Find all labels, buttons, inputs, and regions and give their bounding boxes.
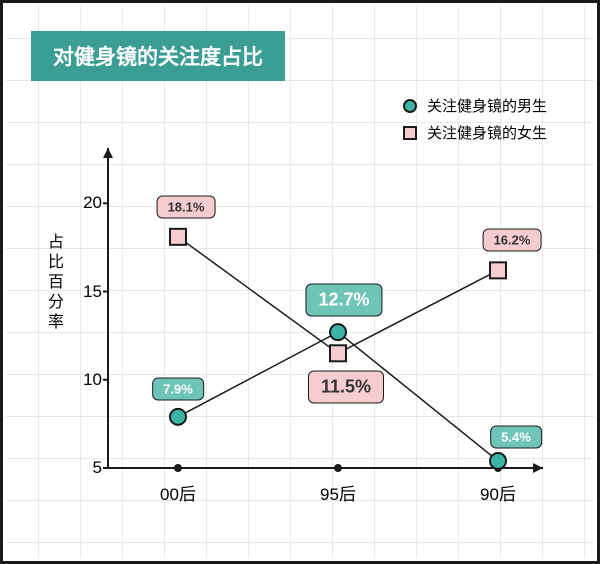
x-tick: 90后 bbox=[480, 480, 516, 505]
data-label: 16.2% bbox=[483, 229, 542, 252]
y-tick: 20 bbox=[78, 193, 102, 213]
data-label: 18.1% bbox=[157, 195, 216, 218]
y-tick: 15 bbox=[78, 282, 102, 302]
chart-title: 对健身镜的关注度占比 bbox=[31, 31, 285, 81]
legend-item-male: 关注健身镜的男生 bbox=[403, 95, 547, 116]
y-axis-title: 占比百分率 bbox=[41, 233, 65, 333]
legend: 关注健身镜的男生 关注健身镜的女生 bbox=[403, 95, 547, 149]
legend-item-female: 关注健身镜的女生 bbox=[403, 122, 547, 143]
x-tick: 00后 bbox=[160, 480, 196, 505]
legend-label-male: 关注健身镜的男生 bbox=[427, 95, 547, 116]
y-tick: 5 bbox=[78, 458, 102, 478]
data-label: 12.7% bbox=[305, 284, 382, 317]
square-icon bbox=[403, 126, 417, 140]
circle-icon bbox=[403, 99, 417, 113]
legend-label-female: 关注健身镜的女生 bbox=[427, 122, 547, 143]
chart-frame: 对健身镜的关注度占比 关注健身镜的男生 关注健身镜的女生 占比百分率 5 10 15… bbox=[0, 0, 600, 564]
x-tick: 95后 bbox=[320, 480, 356, 505]
data-label: 5.4% bbox=[490, 425, 542, 448]
data-label: 11.5% bbox=[308, 371, 384, 404]
data-label: 7.9% bbox=[152, 377, 204, 400]
y-tick: 10 bbox=[78, 370, 102, 390]
